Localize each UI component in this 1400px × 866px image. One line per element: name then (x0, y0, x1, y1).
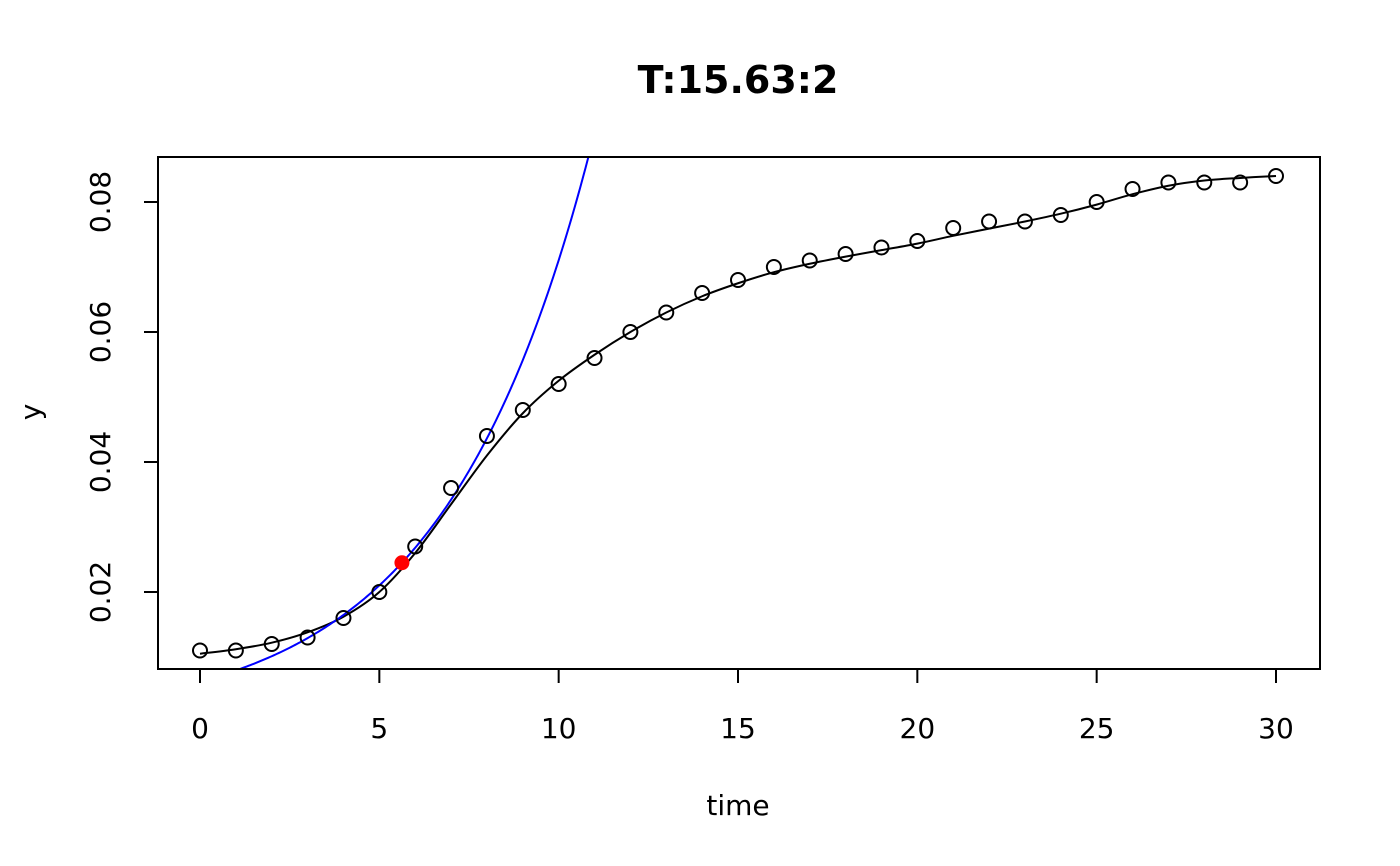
data-point (730, 272, 746, 288)
data-point (765, 259, 782, 275)
data-point (873, 239, 890, 256)
data-point (586, 350, 603, 366)
data-point (1196, 174, 1213, 191)
x-axis-label: time (706, 789, 769, 822)
data-point (981, 213, 998, 230)
x-tick-label: 25 (1079, 712, 1115, 745)
data-point (371, 584, 388, 600)
y-tick-label: 0.08 (84, 171, 117, 233)
data-point (514, 402, 531, 418)
data-point (1160, 174, 1177, 191)
data-point (1088, 194, 1105, 210)
data-point (945, 220, 962, 236)
data-point (1124, 181, 1141, 197)
x-tick-label: 0 (191, 712, 209, 745)
data-point (909, 233, 926, 249)
data-point (658, 304, 675, 321)
y-tick-label: 0.02 (84, 561, 117, 623)
data-point (478, 428, 495, 444)
data-point (694, 285, 711, 301)
data-point (837, 246, 854, 262)
data-point (1268, 168, 1284, 184)
exponential-tangent-line (236, 157, 590, 669)
data-point (299, 629, 316, 646)
data-point (1052, 207, 1069, 223)
data-point (801, 252, 818, 269)
data-point (227, 642, 244, 659)
x-tick-label: 15 (720, 712, 756, 745)
data-point (263, 636, 280, 652)
x-tick-label: 10 (541, 712, 577, 745)
data-point (443, 480, 460, 496)
data-point (407, 538, 424, 555)
axes: 0 5 10 15 20 25 30 0.02 0.04 0.06 0.08 (84, 171, 1294, 745)
fit-curve-line (199, 175, 1277, 655)
x-tick-label: 30 (1258, 712, 1294, 745)
plot-data (192, 157, 1284, 669)
chart-title: T:15.63:2 (638, 58, 839, 102)
data-point (622, 324, 639, 340)
data-point (550, 376, 567, 392)
data-point (1016, 213, 1033, 230)
data-point (192, 642, 208, 659)
y-tick-label: 0.06 (84, 301, 117, 363)
y-axis-label: y (14, 404, 47, 421)
inflection-point-marker (394, 555, 410, 571)
data-point (1232, 174, 1249, 191)
y-tick-label: 0.04 (84, 431, 117, 493)
x-tick-label: 5 (370, 712, 388, 745)
data-point (335, 610, 352, 626)
x-tick-label: 20 (900, 712, 936, 745)
plot-frame (157, 156, 1321, 670)
